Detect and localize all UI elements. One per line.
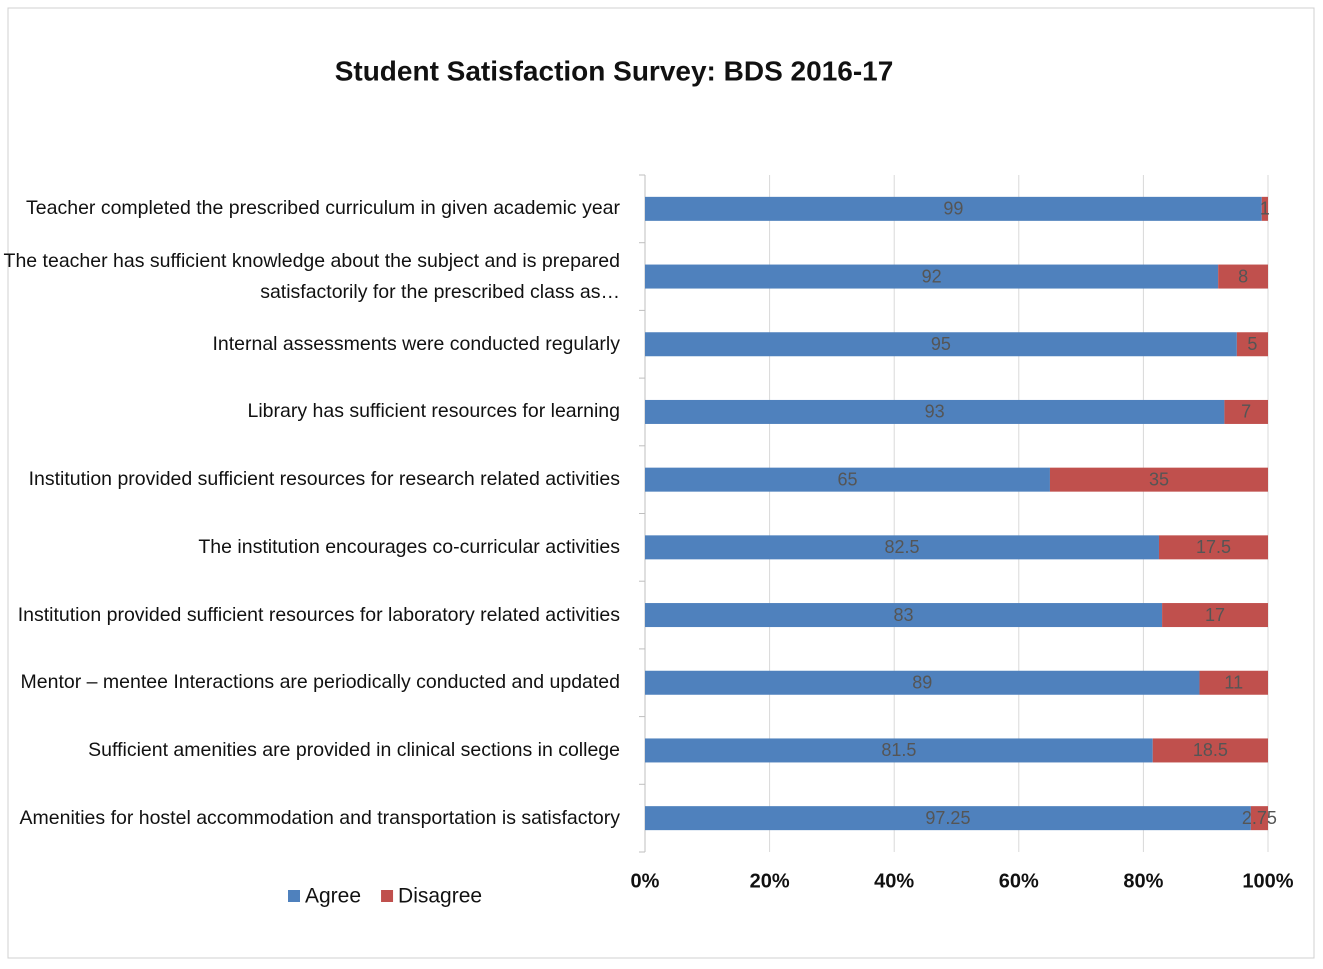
y-tick-text: Institution provided sufficient resource… — [17, 603, 620, 626]
bar-segment — [645, 264, 1219, 289]
y-tick-label: Internal assessments were conducted regu… — [0, 310, 620, 378]
data-label: 93 — [925, 402, 945, 422]
data-label: 92 — [922, 266, 942, 286]
data-label: 82.5 — [884, 537, 919, 557]
y-tick-text: Sufficient amenities are provided in cli… — [88, 738, 620, 761]
y-tick-label: Teacher completed the prescribed curricu… — [0, 175, 620, 243]
y-tick-text: Library has sufficient resources for lea… — [247, 400, 621, 423]
chart-title: Student Satisfaction Survey: BDS 2016-17 — [335, 55, 894, 86]
bar-segment — [645, 806, 1251, 831]
y-tick-label: Institution provided sufficient resource… — [0, 581, 620, 649]
bar-segment — [1158, 535, 1268, 560]
data-label: 65 — [837, 469, 857, 489]
y-tick-label: Institution provided sufficient resource… — [0, 446, 620, 514]
y-tick-text: Institution provided sufficient resource… — [28, 468, 620, 491]
legend-label: Disagree — [398, 885, 482, 908]
bar-segment — [645, 332, 1237, 357]
data-label: 99 — [943, 199, 963, 219]
data-label: 83 — [894, 605, 914, 625]
legend-swatch — [381, 890, 394, 902]
bar-segment — [1049, 467, 1268, 492]
bar-segment — [1152, 738, 1268, 763]
x-tick-label: 0% — [631, 870, 660, 892]
bar-segment — [1250, 806, 1268, 831]
bar-segment — [1162, 603, 1268, 628]
data-label: 97.25 — [925, 808, 970, 828]
y-tick-text: Mentor – mentee Interactions are periodi… — [20, 671, 620, 694]
bar-segment — [1224, 399, 1268, 424]
legend-swatch — [288, 890, 300, 902]
y-tick-text: Internal assessments were conducted regu… — [212, 332, 620, 355]
y-tick-text: The institution encourages co-curricular… — [198, 535, 620, 558]
data-label: 95 — [931, 334, 951, 354]
y-tick-label: The institution encourages co-curricular… — [0, 514, 620, 582]
y-tick-label: Sufficient amenities are provided in cli… — [0, 717, 620, 785]
bar-segment — [1199, 670, 1268, 695]
bar-segment — [645, 467, 1050, 492]
x-tick-label: 20% — [750, 870, 790, 892]
y-tick-label: Mentor – mentee Interactions are periodi… — [0, 649, 620, 717]
y-tick-label: Amenities for hostel accommodation and t… — [0, 784, 620, 852]
bar-segment — [1218, 264, 1268, 289]
bar-segment — [645, 196, 1262, 221]
legend-label: Agree — [305, 885, 361, 908]
data-label: 8 — [1238, 266, 1248, 286]
bar-segment — [645, 535, 1159, 560]
data-label: 18.5 — [1193, 740, 1228, 760]
x-tick-label: 80% — [1123, 870, 1163, 892]
data-label: 7 — [1241, 402, 1251, 422]
data-label: 17.5 — [1196, 537, 1231, 557]
data-label: 1 — [1260, 199, 1270, 219]
data-label: 11 — [1224, 673, 1243, 693]
bar-segment — [1261, 196, 1268, 221]
chart-frame — [7, 7, 1315, 959]
x-tick-label: 100% — [1242, 870, 1293, 892]
bar-segment — [645, 399, 1225, 424]
y-tick-text: Amenities for hostel accommodation and t… — [19, 806, 620, 829]
bar-segment — [645, 670, 1200, 695]
bar-segment — [645, 738, 1153, 763]
x-tick-label: 40% — [874, 870, 914, 892]
bar-segment — [1236, 332, 1268, 357]
data-label: 89 — [912, 673, 932, 693]
data-label: 5 — [1247, 334, 1257, 354]
y-tick-label: The teacher has sufficient knowledge abo… — [0, 243, 620, 311]
data-label: 35 — [1149, 469, 1169, 489]
data-label: 81.5 — [881, 740, 916, 760]
x-tick-label: 60% — [999, 870, 1039, 892]
y-tick-text: The teacher has sufficient knowledge abo… — [3, 249, 620, 303]
y-tick-label: Library has sufficient resources for lea… — [0, 378, 621, 446]
y-tick-text: Teacher completed the prescribed curricu… — [26, 197, 620, 220]
data-label: 2.75 — [1242, 808, 1277, 828]
data-label: 17 — [1205, 605, 1225, 625]
bar-segment — [645, 603, 1163, 628]
